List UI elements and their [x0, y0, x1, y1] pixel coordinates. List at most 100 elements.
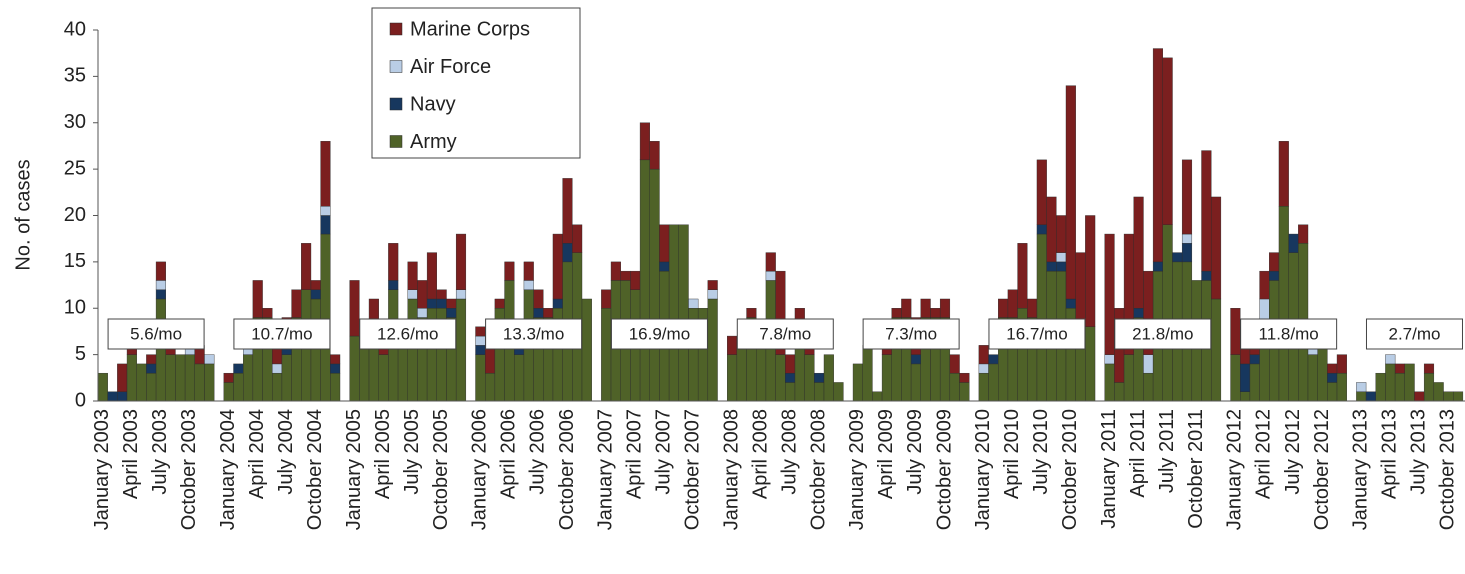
bar-segment [1423, 363, 1435, 374]
bar-segment [1027, 298, 1038, 318]
bar-segment [814, 372, 825, 383]
x-tick-label: October 2012 [1311, 409, 1333, 530]
bar-segment [330, 363, 341, 374]
bar-segment [1181, 243, 1193, 263]
bar-segment [330, 372, 341, 402]
bar-segment [1056, 261, 1067, 272]
bar-segment [1356, 382, 1367, 392]
bar-segment [1249, 354, 1260, 365]
bar-segment [562, 178, 573, 244]
bar-segment [1056, 252, 1067, 263]
bar-segment [368, 345, 379, 402]
bar-segment [320, 206, 331, 216]
bar-segment [727, 335, 738, 355]
bar-segment [1046, 196, 1057, 263]
bar-segment [1036, 159, 1047, 225]
bar-segment [1336, 372, 1347, 402]
bar-segment [891, 308, 902, 318]
bar-segment [543, 308, 554, 318]
bar-segment [1133, 308, 1144, 318]
x-tick-label: October 2013 [1437, 409, 1459, 530]
x-tick-label: January 2007 [594, 409, 616, 530]
bar-segment [175, 354, 186, 402]
bar-segment [1036, 224, 1047, 235]
bar-segment [601, 308, 612, 402]
bar-segment [1085, 326, 1096, 402]
bar-segment [146, 354, 157, 365]
bar-segment [1065, 298, 1076, 309]
bar-segment [436, 289, 447, 300]
x-tick-label: October 2008 [807, 409, 829, 530]
bar-segment [978, 372, 989, 402]
bar-segment [920, 298, 931, 318]
bar-segment [1181, 233, 1193, 244]
bar-segment [659, 224, 670, 263]
legend-swatch [389, 135, 403, 148]
bar-segment [1327, 382, 1338, 402]
legend-swatch [389, 97, 403, 111]
bar-segment [155, 289, 166, 300]
annotation: 21.8/mo [1132, 324, 1193, 343]
bar-segment [1123, 354, 1134, 402]
bar-segment [1210, 298, 1222, 402]
x-tick-label: July 2008 [778, 409, 800, 495]
x-tick-label: January 2010 [972, 409, 994, 530]
x-tick-label: July 2006 [527, 409, 549, 495]
bar-segment [310, 298, 321, 402]
bar-segment [1249, 363, 1260, 402]
bar-segment [155, 298, 166, 402]
bar-segment [775, 354, 786, 402]
bar-segment [581, 298, 592, 402]
bar-segment [1443, 391, 1454, 402]
bar-segment [1365, 391, 1376, 402]
bar-segment [1172, 252, 1183, 263]
bar-segment [736, 345, 747, 402]
bar-segment [1210, 196, 1222, 300]
x-tick-label: April 2010 [1001, 409, 1023, 499]
bar-segment [949, 354, 960, 374]
bar-segment [746, 308, 757, 318]
x-tick-label: October 2005 [430, 409, 452, 530]
bar-segment [639, 159, 650, 402]
bar-segment [1385, 354, 1396, 365]
bar-segment [881, 354, 892, 402]
bar-segment [184, 354, 195, 402]
bar-segment [1104, 233, 1115, 355]
bar-segment [417, 280, 428, 309]
x-tick-label: October 2010 [1059, 409, 1081, 530]
bar-segment [1288, 233, 1299, 253]
bar-segment [475, 354, 486, 402]
bar-segment [1104, 363, 1115, 402]
bar-segment [426, 298, 437, 309]
bar-segment [223, 372, 234, 383]
bar-segment [320, 233, 331, 402]
bar-segment [1356, 391, 1367, 402]
bar-segment [533, 289, 544, 309]
x-tick-label: July 2013 [1408, 409, 1430, 495]
bar-segment [136, 363, 147, 402]
bar-segment [901, 298, 912, 318]
bar-segment [1327, 372, 1338, 383]
bar-segment [794, 345, 805, 402]
annotation: 5.6/mo [130, 324, 182, 343]
bar-segment [1046, 261, 1057, 272]
annotation-box [107, 318, 205, 350]
annotation: 10.7/mo [251, 324, 312, 343]
x-tick-label: July 2005 [401, 409, 423, 495]
bar-segment [1269, 252, 1280, 272]
bar-segment [146, 363, 157, 374]
bar-segment [727, 354, 738, 402]
bar-segment [475, 345, 486, 355]
bar-segment [165, 354, 176, 402]
bar-segment [707, 289, 718, 300]
bar-segment [930, 308, 941, 318]
y-axis-title: No. of cases [12, 159, 34, 270]
y-tick-label: 15 [64, 250, 86, 272]
x-tick-label: January 2003 [91, 409, 113, 530]
annotation-box [233, 318, 331, 350]
bar-segment [910, 363, 921, 402]
x-tick-label: April 2003 [120, 409, 142, 499]
x-tick-label: July 2003 [149, 409, 171, 495]
bar-segment [572, 224, 583, 253]
